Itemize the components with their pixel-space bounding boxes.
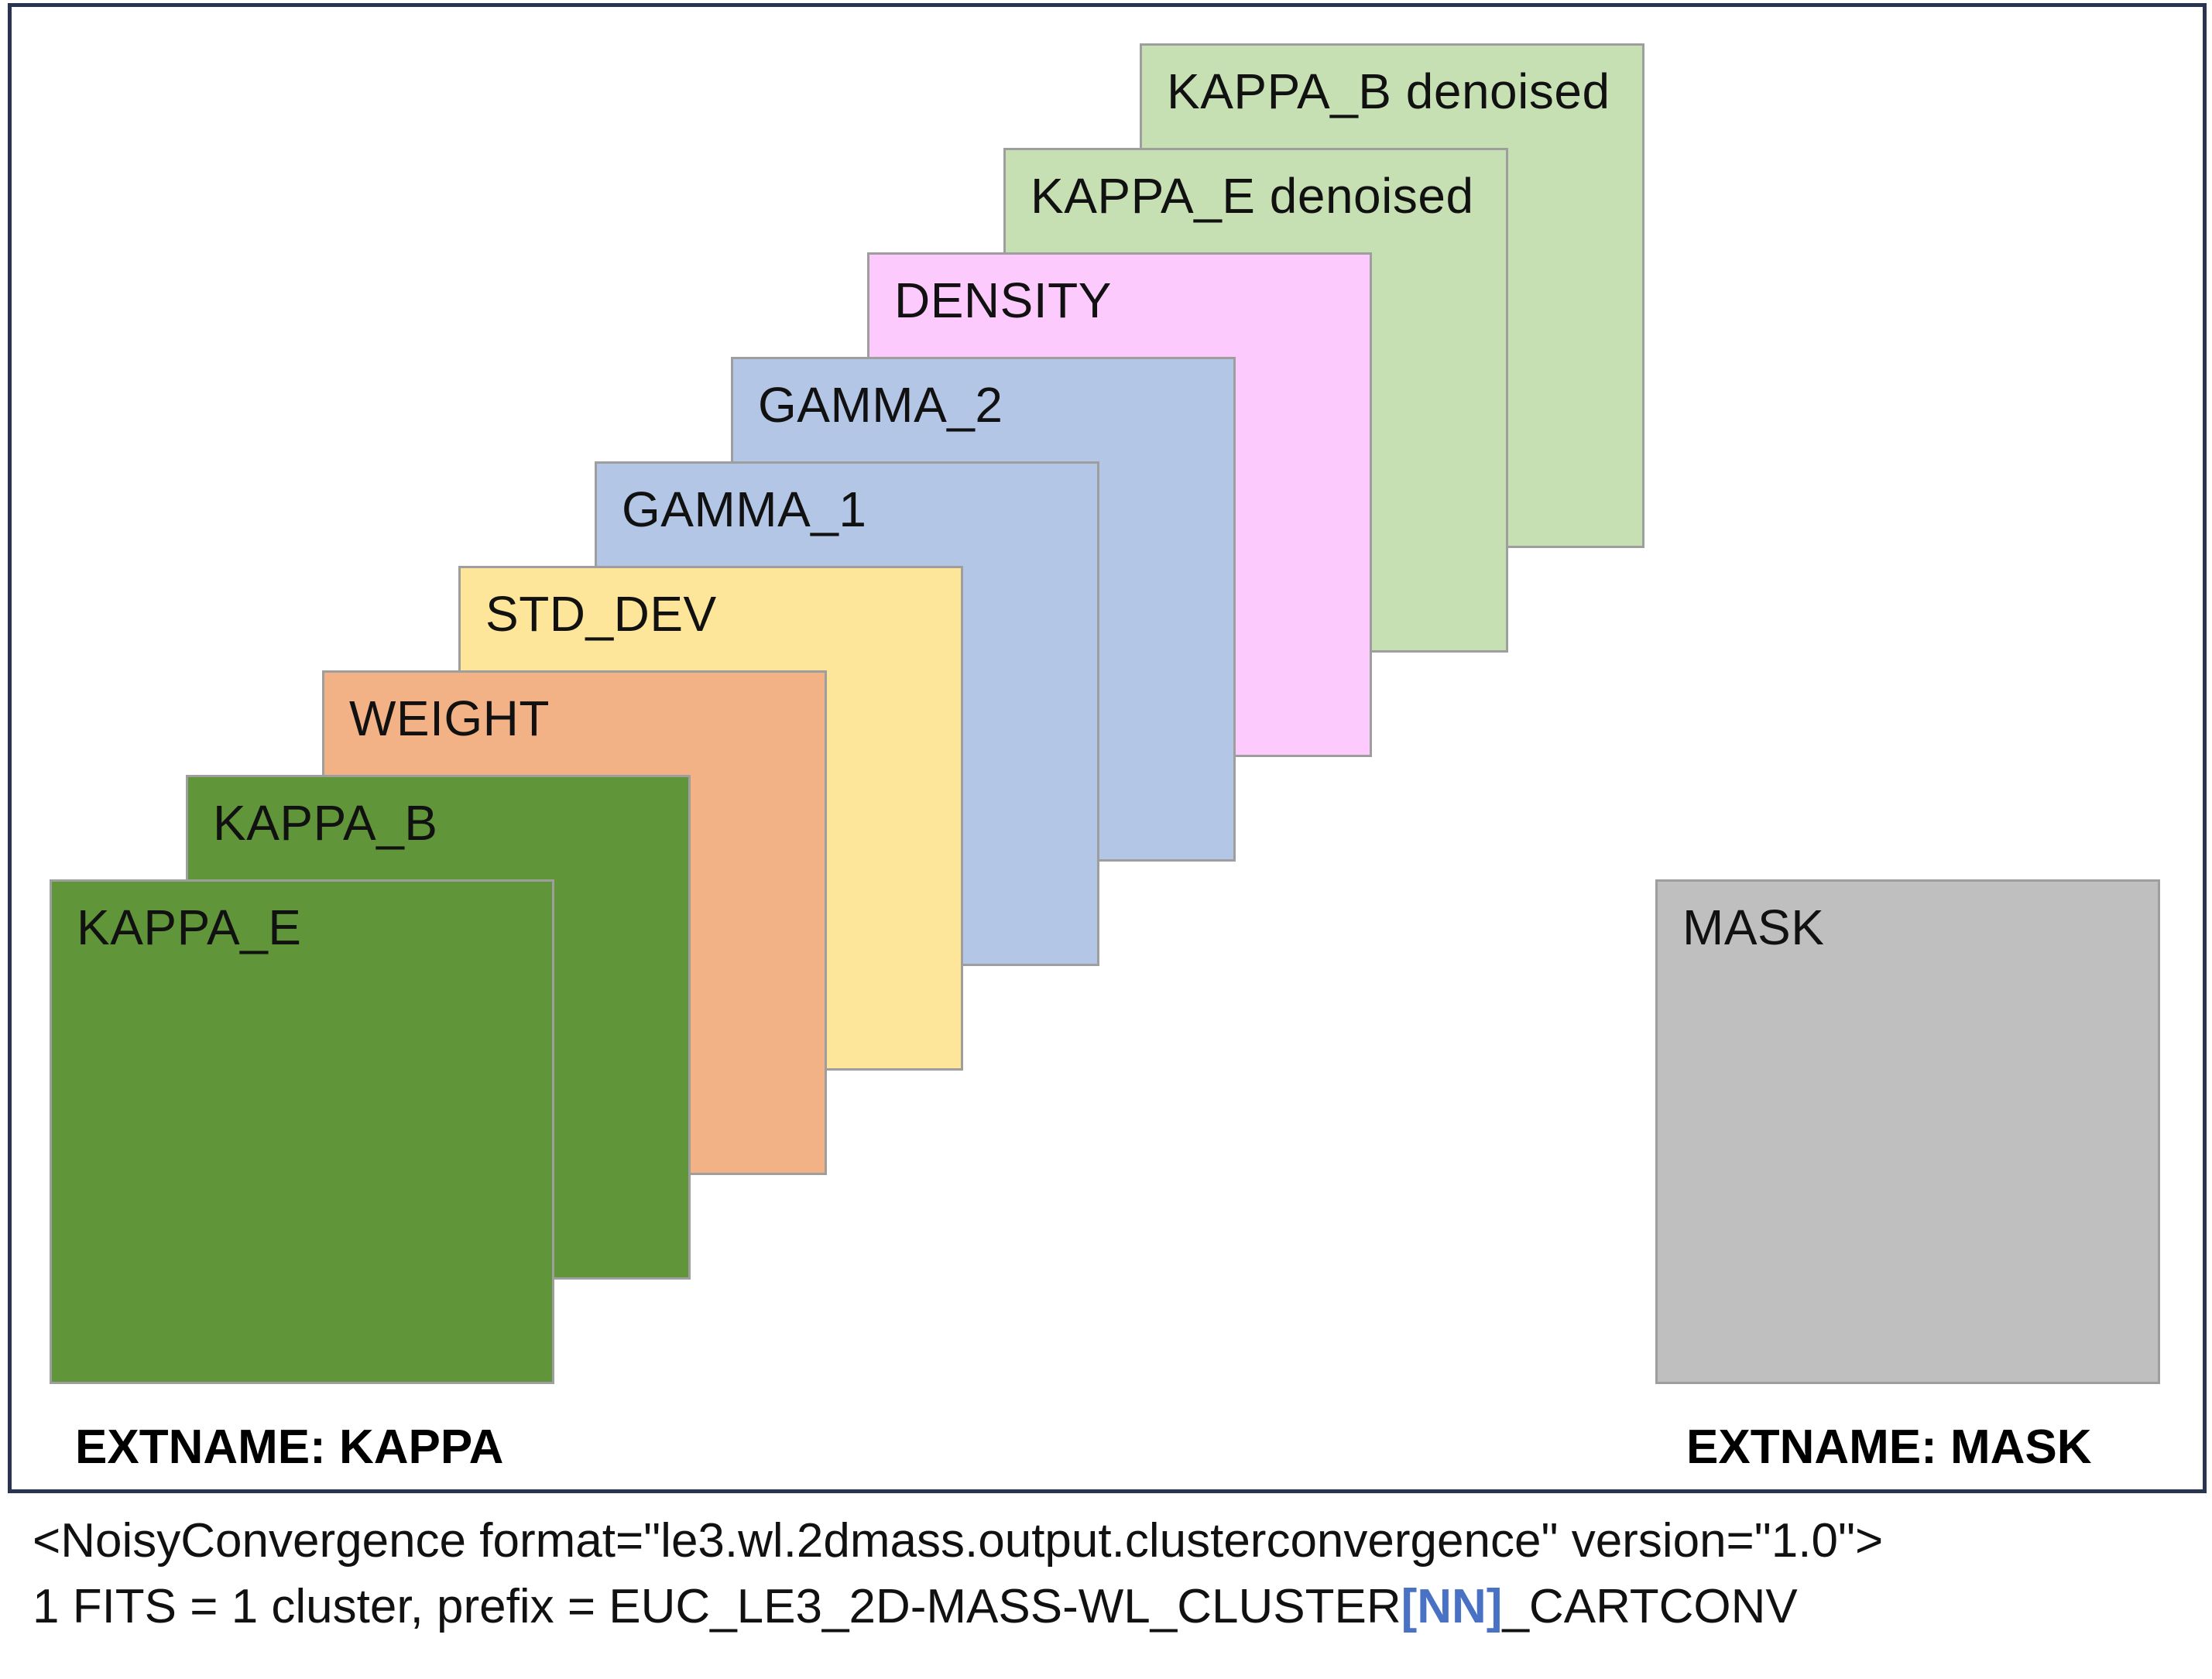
layer-label: MASK <box>1682 899 1825 955</box>
caption-nn-highlight: [NN] <box>1401 1580 1503 1633</box>
caption-prefix-line: 1 FITS = 1 cluster, prefix = EUC_LE3_2D-… <box>33 1579 1798 1634</box>
layer-kappa-e: KAPPA_E <box>50 879 554 1384</box>
caption-suffix-text: _CARTCONV <box>1502 1580 1798 1633</box>
layer-mask: MASK <box>1655 879 2160 1384</box>
layer-label: STD_DEV <box>485 586 717 642</box>
layer-label: KAPPA_E denoised <box>1031 168 1474 224</box>
layer-label: KAPPA_E <box>77 899 302 955</box>
layer-label: GAMMA_2 <box>758 377 1003 433</box>
layer-label: WEIGHT <box>349 690 550 746</box>
layer-label: GAMMA_1 <box>622 481 867 537</box>
caption-prefix-text: 1 FITS = 1 cluster, prefix = EUC_LE3_2D-… <box>33 1580 1401 1633</box>
extname-mask-label: EXTNAME: MASK <box>1686 1420 2092 1474</box>
extname-kappa-label: EXTNAME: KAPPA <box>75 1420 504 1474</box>
layer-label: KAPPA_B <box>213 795 438 851</box>
caption-format-line: <NoisyConvergence format="le3.wl.2dmass.… <box>33 1514 1884 1568</box>
layer-label: KAPPA_B denoised <box>1167 63 1610 119</box>
layer-label: DENSITY <box>894 272 1112 328</box>
diagram-frame: KAPPA_B denoised KAPPA_E denoised DENSIT… <box>8 3 2207 1493</box>
